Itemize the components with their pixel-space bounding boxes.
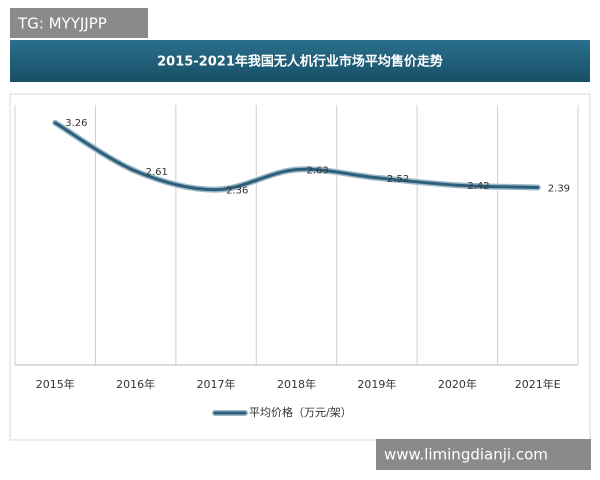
title-bar: [10, 40, 590, 82]
chart-frame: [9, 93, 591, 441]
data-label: 2.36: [226, 186, 248, 197]
watermark-box: [376, 439, 591, 470]
watermark: www.limingdianji.com: [384, 446, 548, 464]
x-tick-label: 2015年: [36, 377, 75, 391]
x-tick-label: 2020年: [438, 377, 477, 391]
data-label: 2.39: [548, 183, 570, 194]
x-tick-label: 2021年E: [515, 377, 561, 391]
line-halo: [52, 119, 541, 193]
data-label: 3.26: [65, 118, 87, 129]
x-tick-label: 2016年: [116, 377, 155, 391]
watermark-box: [10, 8, 148, 38]
data-label: 2.63: [307, 166, 329, 177]
x-tick-label: 2017年: [197, 377, 236, 391]
watermark: TG: MYYJJPP: [17, 15, 107, 33]
chart-title: 2015-2021年我国无人机行业市场平均售价走势: [157, 54, 443, 70]
line: [53, 121, 540, 192]
x-tick-label: 2018年: [277, 377, 316, 391]
plot-area: 2015年 2016年 2017年 2018年 2019年 2020年 2021年E 3.26…: [14, 105, 579, 419]
data-label: 2.61: [146, 167, 168, 178]
legend-label: 平均价格（万元/架）: [249, 405, 352, 419]
data-label: 2.42: [467, 181, 489, 192]
data-label: 2.52: [387, 174, 409, 185]
x-tick-label: 2019年: [357, 377, 396, 391]
